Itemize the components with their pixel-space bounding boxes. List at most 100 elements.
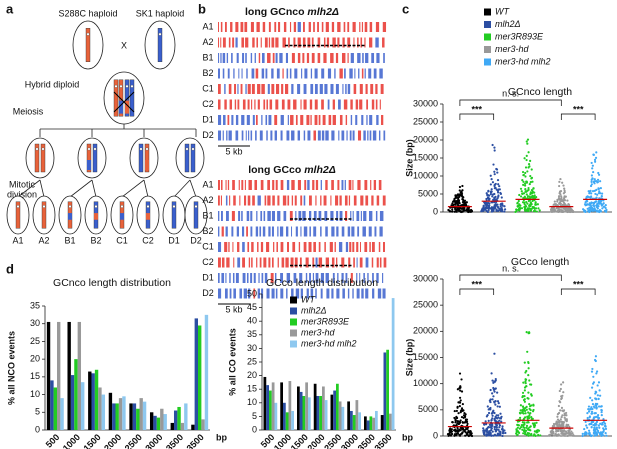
stripe: [308, 22, 311, 32]
stripe: [232, 180, 235, 190]
dot: [486, 206, 489, 210]
stripe: [371, 257, 374, 268]
stripe: [321, 99, 324, 110]
dot: [530, 168, 533, 171]
stripe: [313, 242, 316, 252]
dot: [524, 209, 527, 212]
legend-swatch: [484, 58, 491, 66]
dot: [565, 420, 568, 423]
stripe: [341, 180, 344, 190]
dot: [593, 434, 596, 437]
stripe: [315, 195, 317, 206]
stripe: [345, 84, 347, 94]
stripe: [245, 130, 247, 141]
stripe: [293, 37, 296, 48]
dot: [598, 202, 601, 205]
stripe: [229, 288, 232, 299]
stripe: [287, 115, 289, 125]
stripe: [349, 242, 352, 252]
stripe: [363, 211, 367, 221]
stripe: [379, 226, 383, 237]
bar: [184, 403, 188, 430]
stripe: [253, 288, 256, 299]
stripe: [261, 53, 265, 63]
dot: [530, 404, 533, 407]
dot: [460, 207, 463, 210]
dot: [522, 196, 526, 200]
y-tick-label: 0: [433, 206, 438, 216]
chromosome: [129, 79, 135, 117]
y-tick-label: 25000: [413, 300, 438, 310]
dot: [493, 186, 496, 190]
bar: [122, 396, 126, 430]
cell: [25, 137, 55, 179]
dot: [604, 427, 608, 431]
stripe: [315, 288, 317, 299]
stripe: [349, 130, 352, 141]
stripe: [224, 288, 228, 299]
stripe: [271, 226, 274, 237]
stripe: [365, 84, 368, 94]
stripe: [300, 99, 302, 110]
dot: [522, 398, 526, 402]
stripe: [356, 211, 360, 221]
dot: [570, 208, 573, 211]
stripe: [218, 242, 222, 252]
dot: [590, 178, 593, 181]
stripe: [231, 53, 233, 63]
bar: [149, 412, 154, 430]
dot: [455, 409, 458, 413]
stripe: [334, 68, 336, 79]
stripe: [327, 99, 330, 110]
dot: [491, 143, 494, 147]
dot: [561, 414, 564, 417]
row-label: A2: [202, 195, 213, 205]
dot: [522, 180, 525, 183]
dot: [593, 406, 596, 409]
dot: [495, 198, 498, 201]
bar: [94, 369, 99, 430]
stripe: [231, 211, 235, 221]
stripe: [268, 115, 272, 125]
stripe: [350, 53, 354, 63]
bar: [139, 398, 143, 430]
stripe: [375, 84, 378, 94]
stripe: [321, 68, 325, 79]
stripe: [356, 288, 360, 299]
dot: [461, 402, 464, 406]
dot: [591, 399, 594, 402]
dot: [527, 162, 531, 166]
dot: [590, 410, 594, 413]
stripe: [280, 288, 284, 299]
x-unit: bp: [402, 432, 413, 442]
stripe: [377, 288, 382, 299]
stripe: [344, 180, 346, 190]
stripe: [241, 180, 244, 190]
dot: [519, 412, 522, 415]
stripe: [364, 68, 366, 79]
dot: [521, 395, 524, 399]
stripe: [251, 242, 254, 252]
dot: [493, 192, 496, 196]
stripe: [381, 115, 384, 125]
stripe: [314, 84, 318, 94]
dot: [591, 367, 594, 371]
cell: [129, 137, 159, 179]
dot: [526, 170, 529, 173]
stripe: [321, 22, 324, 32]
dot: [592, 431, 596, 434]
y-tick-label: 40: [247, 316, 257, 326]
stripe: [320, 288, 323, 299]
x-tick-label: 2000: [102, 432, 123, 449]
stripe: [241, 130, 244, 141]
dot: [604, 204, 607, 207]
stripe: [376, 115, 379, 125]
legend-swatch: [484, 46, 491, 53]
stripe: [250, 130, 253, 141]
stripe: [369, 37, 373, 48]
dot: [491, 398, 494, 401]
bar: [386, 349, 389, 430]
dot: [515, 429, 518, 432]
dot: [600, 432, 604, 435]
bar: [283, 402, 286, 430]
